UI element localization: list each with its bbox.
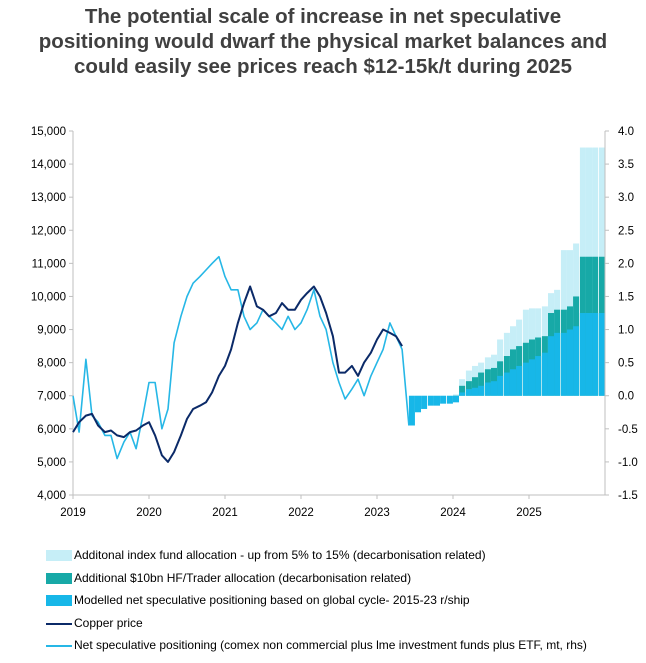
y-left-tick-label: 13,000 [31,192,66,204]
x-tick-label: 2021 [212,507,238,519]
bar [434,395,441,406]
bar [415,395,422,413]
y-left-tick-label: 11,000 [32,258,66,270]
bar [408,395,415,426]
x-tick-label: 2024 [440,507,466,519]
bar [421,395,428,409]
bar [478,385,485,396]
y-right-tick-label: 4.0 [618,126,634,138]
legend-swatch [46,622,72,625]
x-tick-label: 2022 [288,507,314,519]
bar [516,365,523,396]
y-left-tick-label: 5,000 [37,457,66,469]
bar [592,313,599,396]
bar [541,352,548,396]
legend-label: Modelled net speculative positioning bas… [74,593,470,607]
title-line: The potential scale of increase in net s… [84,5,562,28]
legend-label: Copper price [74,615,143,630]
y-left-tick-label: 12,000 [31,225,66,237]
bar [529,359,536,396]
y-right-tick-label: 2.5 [618,225,634,237]
lines-layer [72,255,410,463]
y-right-tick-label: 2.0 [618,258,634,270]
bar [573,326,580,396]
bars-layer [408,147,605,426]
y-left-tick-label: 15,000 [31,126,66,138]
bar [548,336,555,396]
bar [440,395,447,404]
bar [535,356,542,396]
y-left-tick-label: 9,000 [37,325,66,337]
copper-price-line [72,285,403,463]
y-right-tick-label: 3.5 [618,159,634,171]
y-left-tick-label: 8,000 [37,358,66,370]
y-right-tick-label: 1.5 [618,291,634,303]
x-tick-label: 2019 [60,507,86,519]
legend-swatch [46,595,72,606]
chart-title: The potential scale of increase in net s… [0,4,646,79]
y-right-tick-label: 0.5 [618,358,634,370]
bar [503,372,510,396]
bar [554,332,561,396]
bar [472,377,479,396]
y-right-tick-label: -1.5 [618,490,638,502]
title-line: could easily see prices reach $12-15k/t … [74,55,572,78]
bar [522,362,529,396]
bar [497,375,504,396]
bar [598,313,605,396]
bar [427,395,434,406]
bar [453,394,460,396]
bar [446,395,453,404]
bar [586,313,593,396]
bar [491,381,498,396]
bar [465,389,472,396]
y-left-tick-label: 10,000 [31,291,66,303]
bar [510,369,517,396]
y-right-tick-label: 3.0 [618,192,634,204]
x-tick-label: 2020 [136,507,162,519]
bar [465,381,472,396]
chart-plot: 4,000 5,000 6,000 7,000 8,000 9,000 10,000 11,0… [31,126,638,519]
bar [579,313,586,396]
ticks-layer: 4,000 5,000 6,000 7,000 8,000 9,000 10,000 11,0… [31,126,638,519]
bar [472,387,479,396]
y-left-tick-label: 7,000 [37,391,66,403]
legend-label: Additonal index fund allocation - up fro… [74,548,486,562]
bar [567,329,574,396]
bar [560,332,567,396]
x-tick-label: 2023 [364,507,390,519]
y-left-tick-label: 6,000 [37,424,66,436]
bar [453,395,460,403]
legend-label: Net speculative positioning (comex non c… [74,638,587,652]
y-left-tick-label: 4,000 [37,490,66,502]
bar [484,382,491,396]
legend-swatch [46,645,72,647]
y-right-tick-label: 0.0 [618,391,634,403]
y-right-tick-label: -1.0 [618,457,638,469]
legend-swatch [46,550,72,561]
legend-label: Additional $10bn HF/Trader allocation (d… [74,570,412,585]
legend-swatch [46,572,72,584]
bar [459,385,466,396]
title-line: positioning would dwarf the physical mar… [38,30,608,53]
bar [459,392,466,396]
net-spec-line [72,255,410,460]
y-right-tick-label: -0.5 [618,424,638,436]
x-tick-label: 2025 [516,507,542,519]
bar [478,372,485,396]
y-left-tick-label: 14,000 [31,159,66,171]
y-right-tick-label: 1.0 [618,325,634,337]
axes-layer [72,131,606,496]
